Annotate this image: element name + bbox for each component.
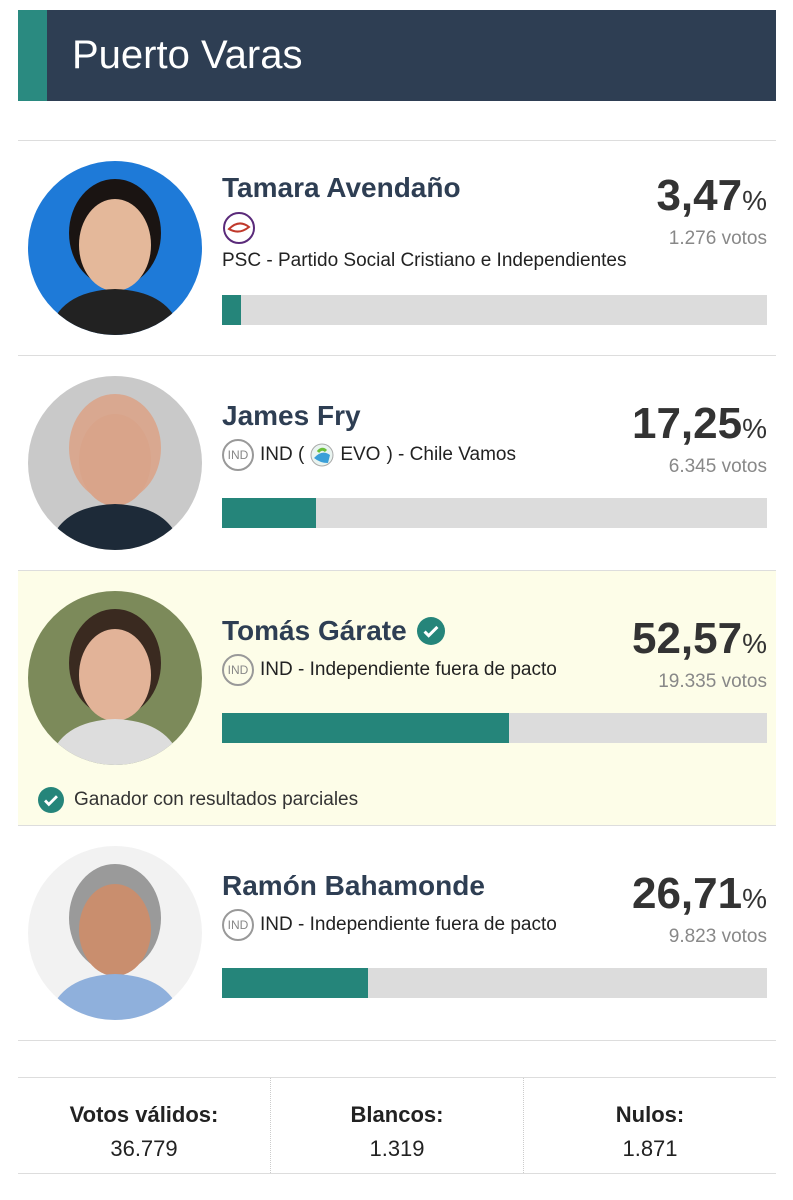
party-badge: IND <box>222 653 254 686</box>
party: IND IND - Independiente fuera de pacto <box>222 908 622 941</box>
bar-track <box>222 497 767 528</box>
candidate-photo <box>28 591 202 765</box>
votes: 9.823 votos <box>668 925 767 947</box>
percentage: 52,57% <box>632 614 767 669</box>
candidate-info: Ramón Bahamonde IND IND - Independiente fu… <box>222 869 767 998</box>
percent-sign: % <box>742 882 767 914</box>
candidate-name: Tamara Avendaño <box>222 172 461 203</box>
candidate-name-row: Ramón Bahamonde <box>222 869 622 903</box>
info-top: Tomás Gárate IND IND - Independiente fuera… <box>222 614 767 695</box>
winner-note-icon <box>38 787 64 813</box>
candidate-info: Tomás Gárate IND IND - Independiente fuera… <box>222 614 767 743</box>
bar-fill <box>222 295 241 325</box>
header: Puerto Varas <box>18 10 776 101</box>
candidate-main: James Fry IND IND ( EVO) - Chile Vamos 17,25… <box>28 376 767 550</box>
candidate-row: James Fry IND IND ( EVO) - Chile Vamos 17,25… <box>18 356 776 571</box>
total-label: Votos válidos: <box>69 1102 219 1127</box>
info-left: Tomás Gárate IND IND - Independiente fuera… <box>222 614 632 695</box>
party-text: IND - Independiente fuera de pacto <box>260 658 557 680</box>
candidate-row: Ramón Bahamonde IND IND - Independiente fu… <box>18 826 776 1041</box>
info-left: James Fry IND IND ( EVO) - Chile Vamos <box>222 399 632 480</box>
candidate-photo <box>28 376 202 550</box>
total-label: Blancos: <box>350 1102 444 1127</box>
party-tail: ) - Chile Vamos <box>386 443 516 465</box>
bar-fill <box>222 967 368 998</box>
candidate-main: Tamara Avendaño PSC - Partido Social Cris… <box>28 161 767 335</box>
percentage: 17,25% <box>632 399 767 454</box>
info-top: James Fry IND IND ( EVO) - Chile Vamos 17,25… <box>222 399 767 480</box>
header-accent <box>18 10 47 101</box>
candidate-name: James Fry <box>222 399 361 431</box>
info-top: Tamara Avendaño PSC - Partido Social Cris… <box>222 171 767 277</box>
candidate-name-row: Tomás Gárate <box>222 614 622 648</box>
percentage-value: 17,25 <box>631 398 743 448</box>
percentage: 26,71% <box>632 869 767 924</box>
totals: Votos válidos: 36.779 Blancos: 1.319 Nulos: 1… <box>18 1077 776 1174</box>
candidate-photo <box>28 161 202 335</box>
votes: 6.345 votos <box>668 455 767 477</box>
bar-track <box>222 295 767 325</box>
candidate-list: Tamara Avendaño PSC - Partido Social Cris… <box>18 140 776 1041</box>
candidate-row: Tomás Gárate IND IND - Independiente fuera… <box>18 571 776 826</box>
info-left: Ramón Bahamonde IND IND - Independiente fu… <box>222 869 632 950</box>
party-badge: IND <box>222 908 254 941</box>
candidate-name: Ramón Bahamonde <box>222 869 485 901</box>
bar-fill <box>222 497 316 528</box>
winner-icon <box>416 616 445 645</box>
total-item: Votos válidos: 36.779 <box>18 1078 270 1173</box>
info-left: Tamara Avendaño PSC - Partido Social Cris… <box>222 171 656 277</box>
party-badge: IND <box>222 438 254 471</box>
candidate-photo <box>28 846 202 1020</box>
header-title: Puerto Varas <box>72 33 303 77</box>
party-text: IND - Independiente fuera de pacto <box>260 913 557 935</box>
pact-logo <box>310 443 334 467</box>
candidate-name-row: Tamara Avendaño <box>222 171 646 205</box>
percentage-value: 3,47 <box>656 171 743 220</box>
info-right: 3,47% 1.276 votos <box>656 171 767 277</box>
candidate-name-row: James Fry <box>222 399 622 433</box>
percentage-value: 52,57 <box>631 613 743 663</box>
candidate-row: Tamara Avendaño PSC - Partido Social Cris… <box>18 141 776 356</box>
candidate-main: Tomás Gárate IND IND - Independiente fuera… <box>28 591 767 765</box>
percent-sign: % <box>742 185 767 216</box>
info-right: 52,57% 19.335 votos <box>632 614 767 695</box>
candidate-info: Tamara Avendaño PSC - Partido Social Cris… <box>222 171 767 325</box>
party-text: PSC - Partido Social Cristiano e Indepen… <box>222 250 627 271</box>
votes: 1.276 votos <box>668 228 767 249</box>
bar-fill <box>222 712 509 743</box>
info-top: Ramón Bahamonde IND IND - Independiente fu… <box>222 869 767 950</box>
total-item: Blancos: 1.319 <box>270 1078 523 1173</box>
total-value: 36.779 <box>110 1136 178 1161</box>
party: IND IND - Independiente fuera de pacto <box>222 653 622 686</box>
total-value: 1.319 <box>369 1136 425 1161</box>
total-value: 1.871 <box>622 1136 678 1161</box>
candidate-main: Ramón Bahamonde IND IND - Independiente fu… <box>28 846 767 1020</box>
bar-track <box>222 712 767 743</box>
party-logo <box>222 211 256 245</box>
party: IND IND ( EVO) - Chile Vamos <box>222 438 622 471</box>
votes: 19.335 votos <box>658 670 767 692</box>
candidate-info: James Fry IND IND ( EVO) - Chile Vamos 17,25… <box>222 399 767 528</box>
percentage: 3,47% <box>656 171 767 226</box>
info-right: 17,25% 6.345 votos <box>632 399 767 480</box>
winner-note-text: Ganador con resultados parciales <box>74 789 359 810</box>
pact-name: EVO <box>340 443 381 465</box>
party: PSC - Partido Social Cristiano e Indepen… <box>222 211 646 277</box>
percentage-value: 26,71 <box>631 868 743 918</box>
percent-sign: % <box>742 412 767 444</box>
party-text: IND ( <box>260 443 305 465</box>
info-right: 26,71% 9.823 votos <box>632 869 767 950</box>
total-label: Nulos: <box>615 1102 685 1127</box>
candidate-name: Tomás Gárate <box>222 614 407 646</box>
total-item: Nulos: 1.871 <box>523 1078 776 1173</box>
winner-note: Ganador con resultados parciales <box>38 787 767 813</box>
bar-track <box>222 967 767 998</box>
percent-sign: % <box>742 627 767 659</box>
